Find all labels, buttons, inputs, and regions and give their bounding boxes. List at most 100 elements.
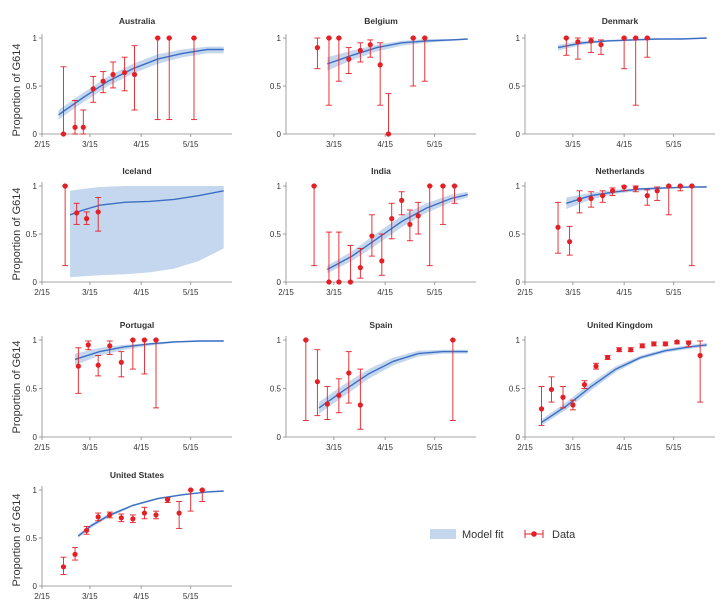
data-point <box>118 513 125 523</box>
y-tick-label: 1 <box>516 336 521 345</box>
data-point <box>581 380 588 389</box>
y-tick-label: 1 <box>277 336 282 345</box>
data-marker <box>336 279 342 285</box>
data-point <box>439 183 446 225</box>
data-point <box>62 183 69 267</box>
model-fit-line <box>69 190 224 216</box>
data-marker <box>538 406 545 412</box>
data-point <box>314 37 321 70</box>
data-marker <box>440 183 446 189</box>
y-tick-label: 0 <box>516 433 521 442</box>
data-point <box>449 337 456 421</box>
data-point <box>662 341 669 347</box>
legend-model-swatch <box>430 529 456 539</box>
data-point <box>199 487 206 502</box>
data-marker <box>662 341 669 347</box>
data-marker <box>72 124 78 130</box>
data-marker <box>72 551 78 557</box>
data-marker <box>107 343 113 349</box>
x-tick-label: 5/15 <box>427 443 443 452</box>
y-tick-label: 0 <box>33 582 38 591</box>
data-marker <box>379 258 385 264</box>
data-point <box>60 556 67 575</box>
data-point <box>644 35 651 58</box>
y-axis-label: Proportion of G614 <box>11 188 23 281</box>
x-tick-label: 3/15 <box>326 140 342 149</box>
x-tick-label: 2/15 <box>517 443 533 452</box>
model-fit-line <box>541 344 707 423</box>
x-tick-label: 3/15 <box>565 140 581 149</box>
data-point <box>335 231 342 285</box>
data-point <box>153 510 159 520</box>
data-marker <box>326 35 332 41</box>
data-point <box>72 99 79 135</box>
x-tick-label: 3/15 <box>82 592 98 601</box>
y-tick-label: 1 <box>277 182 282 191</box>
data-marker <box>677 183 683 189</box>
data-point <box>632 35 639 106</box>
data-point <box>141 337 148 375</box>
data-point <box>593 362 600 370</box>
data-marker <box>324 401 330 407</box>
data-point <box>110 61 117 89</box>
x-tick-label: 4/15 <box>616 140 632 149</box>
panel-title: Spain <box>369 320 392 330</box>
data-point <box>574 37 581 60</box>
data-marker <box>628 347 634 353</box>
data-point <box>654 186 661 201</box>
data-marker <box>122 69 128 76</box>
data-point <box>548 376 555 403</box>
data-point <box>106 340 113 355</box>
y-tick-label: 0.5 <box>509 385 521 394</box>
data-point <box>616 347 623 353</box>
y-tick-label: 1 <box>33 182 38 191</box>
data-point <box>357 368 364 430</box>
panel-title: Portugal <box>120 320 154 330</box>
data-marker <box>60 564 67 570</box>
model-fit-line <box>327 38 468 65</box>
data-point <box>560 386 566 409</box>
data-marker <box>422 35 428 41</box>
data-marker <box>357 402 363 408</box>
data-point <box>421 35 428 82</box>
data-marker <box>95 209 101 215</box>
data-point <box>325 231 332 285</box>
model-fit-band <box>319 349 468 414</box>
y-tick-label: 0 <box>277 278 282 287</box>
x-tick-label: 5/15 <box>666 288 682 297</box>
data-point <box>609 187 616 197</box>
y-tick-label: 1 <box>33 336 38 345</box>
model-fit-band <box>70 186 224 278</box>
data-marker <box>84 216 90 222</box>
data-point <box>106 511 113 519</box>
data-point <box>187 487 194 512</box>
x-tick-label: 5/15 <box>183 592 199 601</box>
data-marker <box>581 382 588 388</box>
model-fit-band <box>58 46 224 120</box>
data-marker <box>651 341 657 347</box>
data-point <box>674 339 680 345</box>
y-tick-label: 0.5 <box>26 230 38 239</box>
y-tick-label: 0 <box>277 130 282 139</box>
data-marker <box>314 379 320 385</box>
data-marker <box>685 340 692 346</box>
data-point <box>685 340 692 348</box>
data-point <box>621 35 628 70</box>
data-point <box>604 354 611 361</box>
data-point <box>588 191 595 208</box>
x-tick-label: 5/15 <box>183 443 199 452</box>
data-marker <box>191 35 197 41</box>
data-point <box>621 184 628 192</box>
data-point <box>118 351 125 378</box>
data-marker <box>326 279 332 285</box>
data-marker <box>609 188 616 194</box>
data-point <box>555 201 562 254</box>
y-tick-label: 0 <box>33 278 38 287</box>
data-marker <box>644 35 650 41</box>
data-point <box>335 35 342 82</box>
data-marker <box>130 337 136 343</box>
data-marker <box>176 510 182 516</box>
data-point <box>627 347 634 353</box>
data-point <box>357 42 364 63</box>
data-point <box>576 190 583 214</box>
